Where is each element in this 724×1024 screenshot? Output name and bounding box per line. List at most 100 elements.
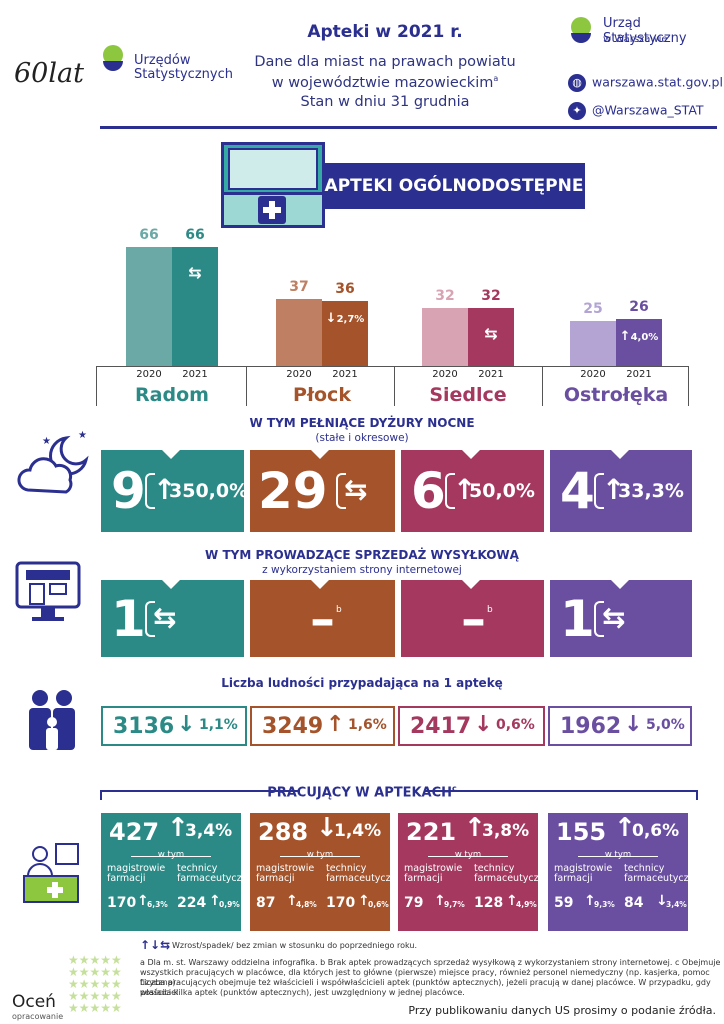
- svg-text:★: ★: [78, 430, 87, 441]
- within-label: w tym: [454, 850, 482, 860]
- bar-Ostrołęka-2020: [570, 321, 616, 366]
- legend-arrows-icon: ↑↓⇆: [140, 938, 171, 952]
- bar-value-label: 66: [139, 227, 159, 244]
- online-shop-icon: [15, 561, 81, 621]
- change-arrow-same-icon: ⇆: [344, 473, 368, 506]
- employees-box-Płock: 288 ↓ 1,4% w tym magistrowie farmacji technicy…: [250, 813, 399, 931]
- anniversary-60-lat: 60lat: [14, 58, 84, 89]
- subtitle-line2-text: w województwie mazowieckim: [271, 74, 494, 91]
- label-pharmacists: magistrowie farmacji: [256, 864, 314, 884]
- tile-value: 9: [111, 462, 146, 520]
- night-tile-Płock: 29 ⇆: [250, 449, 395, 532]
- label-technicians: technicy farmaceutyczni: [326, 864, 399, 884]
- chart-group-divider: [688, 366, 689, 406]
- employees-total: 155: [556, 818, 607, 846]
- bar-Płock-2020: [276, 299, 322, 366]
- office-city: w Warszawie: [603, 34, 668, 45]
- population-percent: 1,6%: [348, 717, 387, 733]
- website-link[interactable]: ◍ warszawa.stat.gov.pl: [568, 74, 723, 92]
- footnote-line4: posiada kilka aptek (punktów aptecznych)…: [140, 988, 465, 997]
- label-technicians-line1: technicy: [474, 863, 515, 874]
- label-pharmacists-line2: farmacji: [554, 873, 593, 884]
- footnote-line2: wszystkich pracujących w placówce, dla k…: [140, 968, 710, 987]
- footnote-c-mark: c: [452, 784, 457, 793]
- city-name-Radom: Radom: [135, 384, 209, 406]
- change-arrow-up-icon: ↑: [584, 893, 596, 909]
- employees-title-mask: [300, 782, 424, 800]
- rate-label[interactable]: Oceń: [12, 992, 56, 1012]
- tile-value: 1: [111, 589, 146, 648]
- label-technicians-line2: farmaceutyczni: [326, 873, 400, 884]
- label-technicians-line2: farmaceutyczni: [474, 873, 548, 884]
- twitter-link[interactable]: ✦ @Warszawa_STAT: [568, 102, 704, 120]
- night-tile-Radom: 9 ↑ 350,0%: [101, 449, 248, 532]
- tile-value: 29: [258, 462, 328, 520]
- change-arrow-up-icon: ↑: [137, 893, 149, 909]
- tile-percent: 50,0%: [469, 480, 535, 502]
- label-pharmacists-line2: farmacji: [107, 873, 146, 884]
- footer-source-note: Przy publikowaniu danych US prosimy o po…: [408, 1004, 716, 1017]
- footnote-line1: a Dla m. st. Warszawy oddzielna infograf…: [140, 958, 721, 967]
- technicians-value: 224: [177, 895, 207, 911]
- employees-box-Radom: 427 ↑ 3,4% w tym magistrowie farmacji technicy…: [101, 813, 250, 931]
- change-percent: 2,7%: [336, 314, 365, 326]
- change-arrow-up-icon: ↑: [453, 473, 477, 506]
- employees-total: 288: [258, 818, 309, 846]
- bar-value-label: 37: [289, 279, 309, 296]
- tile-notch: [461, 579, 481, 589]
- mail-tile-Siedlce: – b: [401, 579, 544, 657]
- year-label: 2021: [478, 369, 504, 380]
- chart-group-divider: [542, 366, 543, 406]
- anniversary-line1: Urzędów: [134, 53, 191, 68]
- within-label: w tym: [604, 850, 632, 860]
- chart-axis: [96, 366, 688, 367]
- population-box-Ostrołęka: 1962 ↓ 5,0%: [548, 706, 692, 746]
- pharmacists-value: 59: [554, 895, 574, 911]
- change-arrow-up-icon: ↑: [464, 813, 486, 843]
- pharmacists-value: 170: [107, 895, 137, 911]
- population-value: 1962: [560, 714, 622, 739]
- night-tile-Siedlce: 6 ↑ 50,0%: [401, 449, 544, 532]
- mail-tile-Płock: – b: [250, 579, 395, 657]
- population-box-Płock: 3249 ↑ 1,6%: [250, 706, 395, 746]
- bar-value-label: 26: [629, 299, 649, 316]
- technicians-percent: 0,6%: [368, 900, 389, 909]
- change-arrow-down-icon: ↓: [474, 712, 493, 737]
- change-arrow-down-icon: ↓: [325, 311, 337, 327]
- office-name: Urząd Statystyczny: [603, 16, 687, 46]
- svg-text:★★★★★: ★★★★★: [68, 1001, 122, 1015]
- change-arrow-up-icon: ↑: [286, 893, 298, 909]
- year-label: 2021: [182, 369, 208, 380]
- within-label: w tym: [306, 850, 334, 860]
- population-percent: 0,6%: [496, 717, 535, 733]
- employees-section-title: PRACUJĄCY W APTEKACHc: [0, 784, 724, 800]
- change-arrow-up-icon: ↑: [434, 893, 446, 909]
- subtitle-line3: Stan w dniu 31 grudnia: [300, 94, 470, 110]
- technicians-value: 128: [474, 895, 504, 911]
- anniversary-logo-icon: [103, 45, 123, 71]
- globe-icon: ◍: [568, 74, 586, 92]
- bar-Siedlce-2020: [422, 308, 468, 366]
- label-technicians-line1: technicy: [177, 863, 218, 874]
- change-indicator: ↓2,7%: [322, 311, 368, 326]
- employees-box-Siedlce: 221 ↑ 3,8% w tym magistrowie farmacji technicy…: [398, 813, 547, 931]
- bar-Płock-2021: [322, 301, 368, 366]
- change-arrow-up-icon: ↑: [358, 893, 370, 909]
- pharmacy-cross-icon: [258, 196, 286, 224]
- pharmacist-icon: [23, 843, 79, 903]
- tile-value: 4: [560, 462, 595, 520]
- tile-notch: [310, 449, 330, 459]
- population-section-title: Liczba ludności przypadająca na 1 aptekę: [221, 676, 503, 690]
- night-section-subtitle: (stałe i okresowe): [315, 432, 409, 444]
- change-arrow-up-icon: ↑: [602, 473, 626, 506]
- rating-stars-icon[interactable]: ★★★★★ ★★★★★ ★★★★★ ★★★★★ ★★★★★: [68, 952, 130, 1016]
- tile-percent: 33,3%: [618, 480, 684, 502]
- technicians-value: 84: [624, 895, 644, 911]
- employees-total: 221: [406, 818, 457, 846]
- change-arrow-down-icon: ↓: [656, 893, 668, 909]
- city-name-Siedlce: Siedlce: [429, 384, 507, 406]
- city-name-Płock: Płock: [293, 384, 351, 406]
- change-percent: 4,0%: [630, 332, 659, 344]
- change-arrow-up-icon: ↑: [326, 712, 345, 737]
- tile-bracket: [145, 600, 155, 637]
